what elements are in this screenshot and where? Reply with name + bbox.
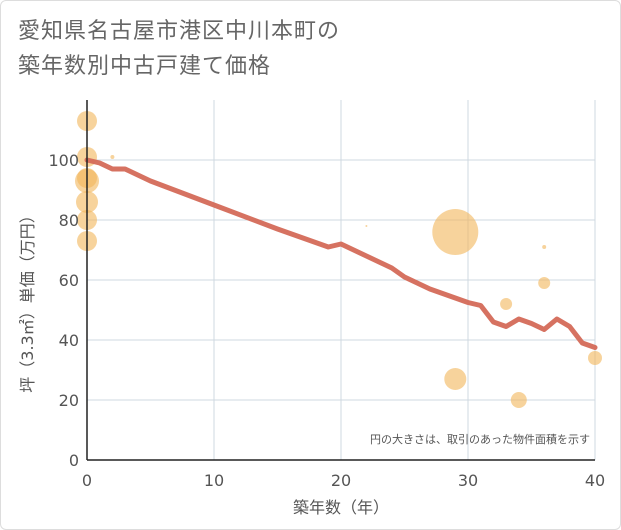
x-tick-label: 0 (82, 471, 92, 490)
x-tick-label: 40 (585, 471, 605, 490)
bubble-series (75, 111, 602, 408)
y-axis-label: 坪（3.3㎡）単価（万円） (18, 207, 37, 392)
y-tick-label: 100 (48, 151, 79, 170)
y-tick-label: 80 (59, 211, 79, 230)
bubble-point (444, 368, 467, 390)
chart-title: 愛知県名古屋市港区中川本町の 築年数別中古戸建て価格 (18, 14, 340, 84)
x-tick-label: 30 (458, 471, 478, 490)
trend-line-series (84, 157, 598, 350)
size-legend-note: 円の大きさは、取引のあった物件面積を示す (370, 432, 590, 446)
trend-line (84, 157, 598, 350)
bubble-point (432, 209, 479, 255)
bubble-point (110, 155, 115, 159)
title-line-1: 愛知県名古屋市港区中川本町の (18, 19, 341, 44)
x-axis-label: 築年数（年） (293, 498, 389, 517)
axes: 0 10 20 30 40 0 20 40 60 80 100 (48, 100, 605, 490)
x-tick-label: 20 (331, 471, 351, 490)
bubble-point (510, 392, 527, 408)
bubble-point (542, 245, 547, 249)
y-tick-label: 40 (59, 331, 79, 350)
bubble-point (588, 351, 602, 365)
title-line-2: 築年数別中古戸建て価格 (18, 54, 272, 79)
bubble-point (538, 277, 551, 289)
grid (87, 100, 596, 460)
bubble-point (500, 298, 513, 310)
y-tick-label: 20 (59, 391, 79, 410)
bubble-point (365, 225, 368, 227)
y-tick-label: 0 (69, 451, 79, 470)
y-tick-label: 60 (59, 271, 79, 290)
x-tick-label: 10 (204, 471, 224, 490)
